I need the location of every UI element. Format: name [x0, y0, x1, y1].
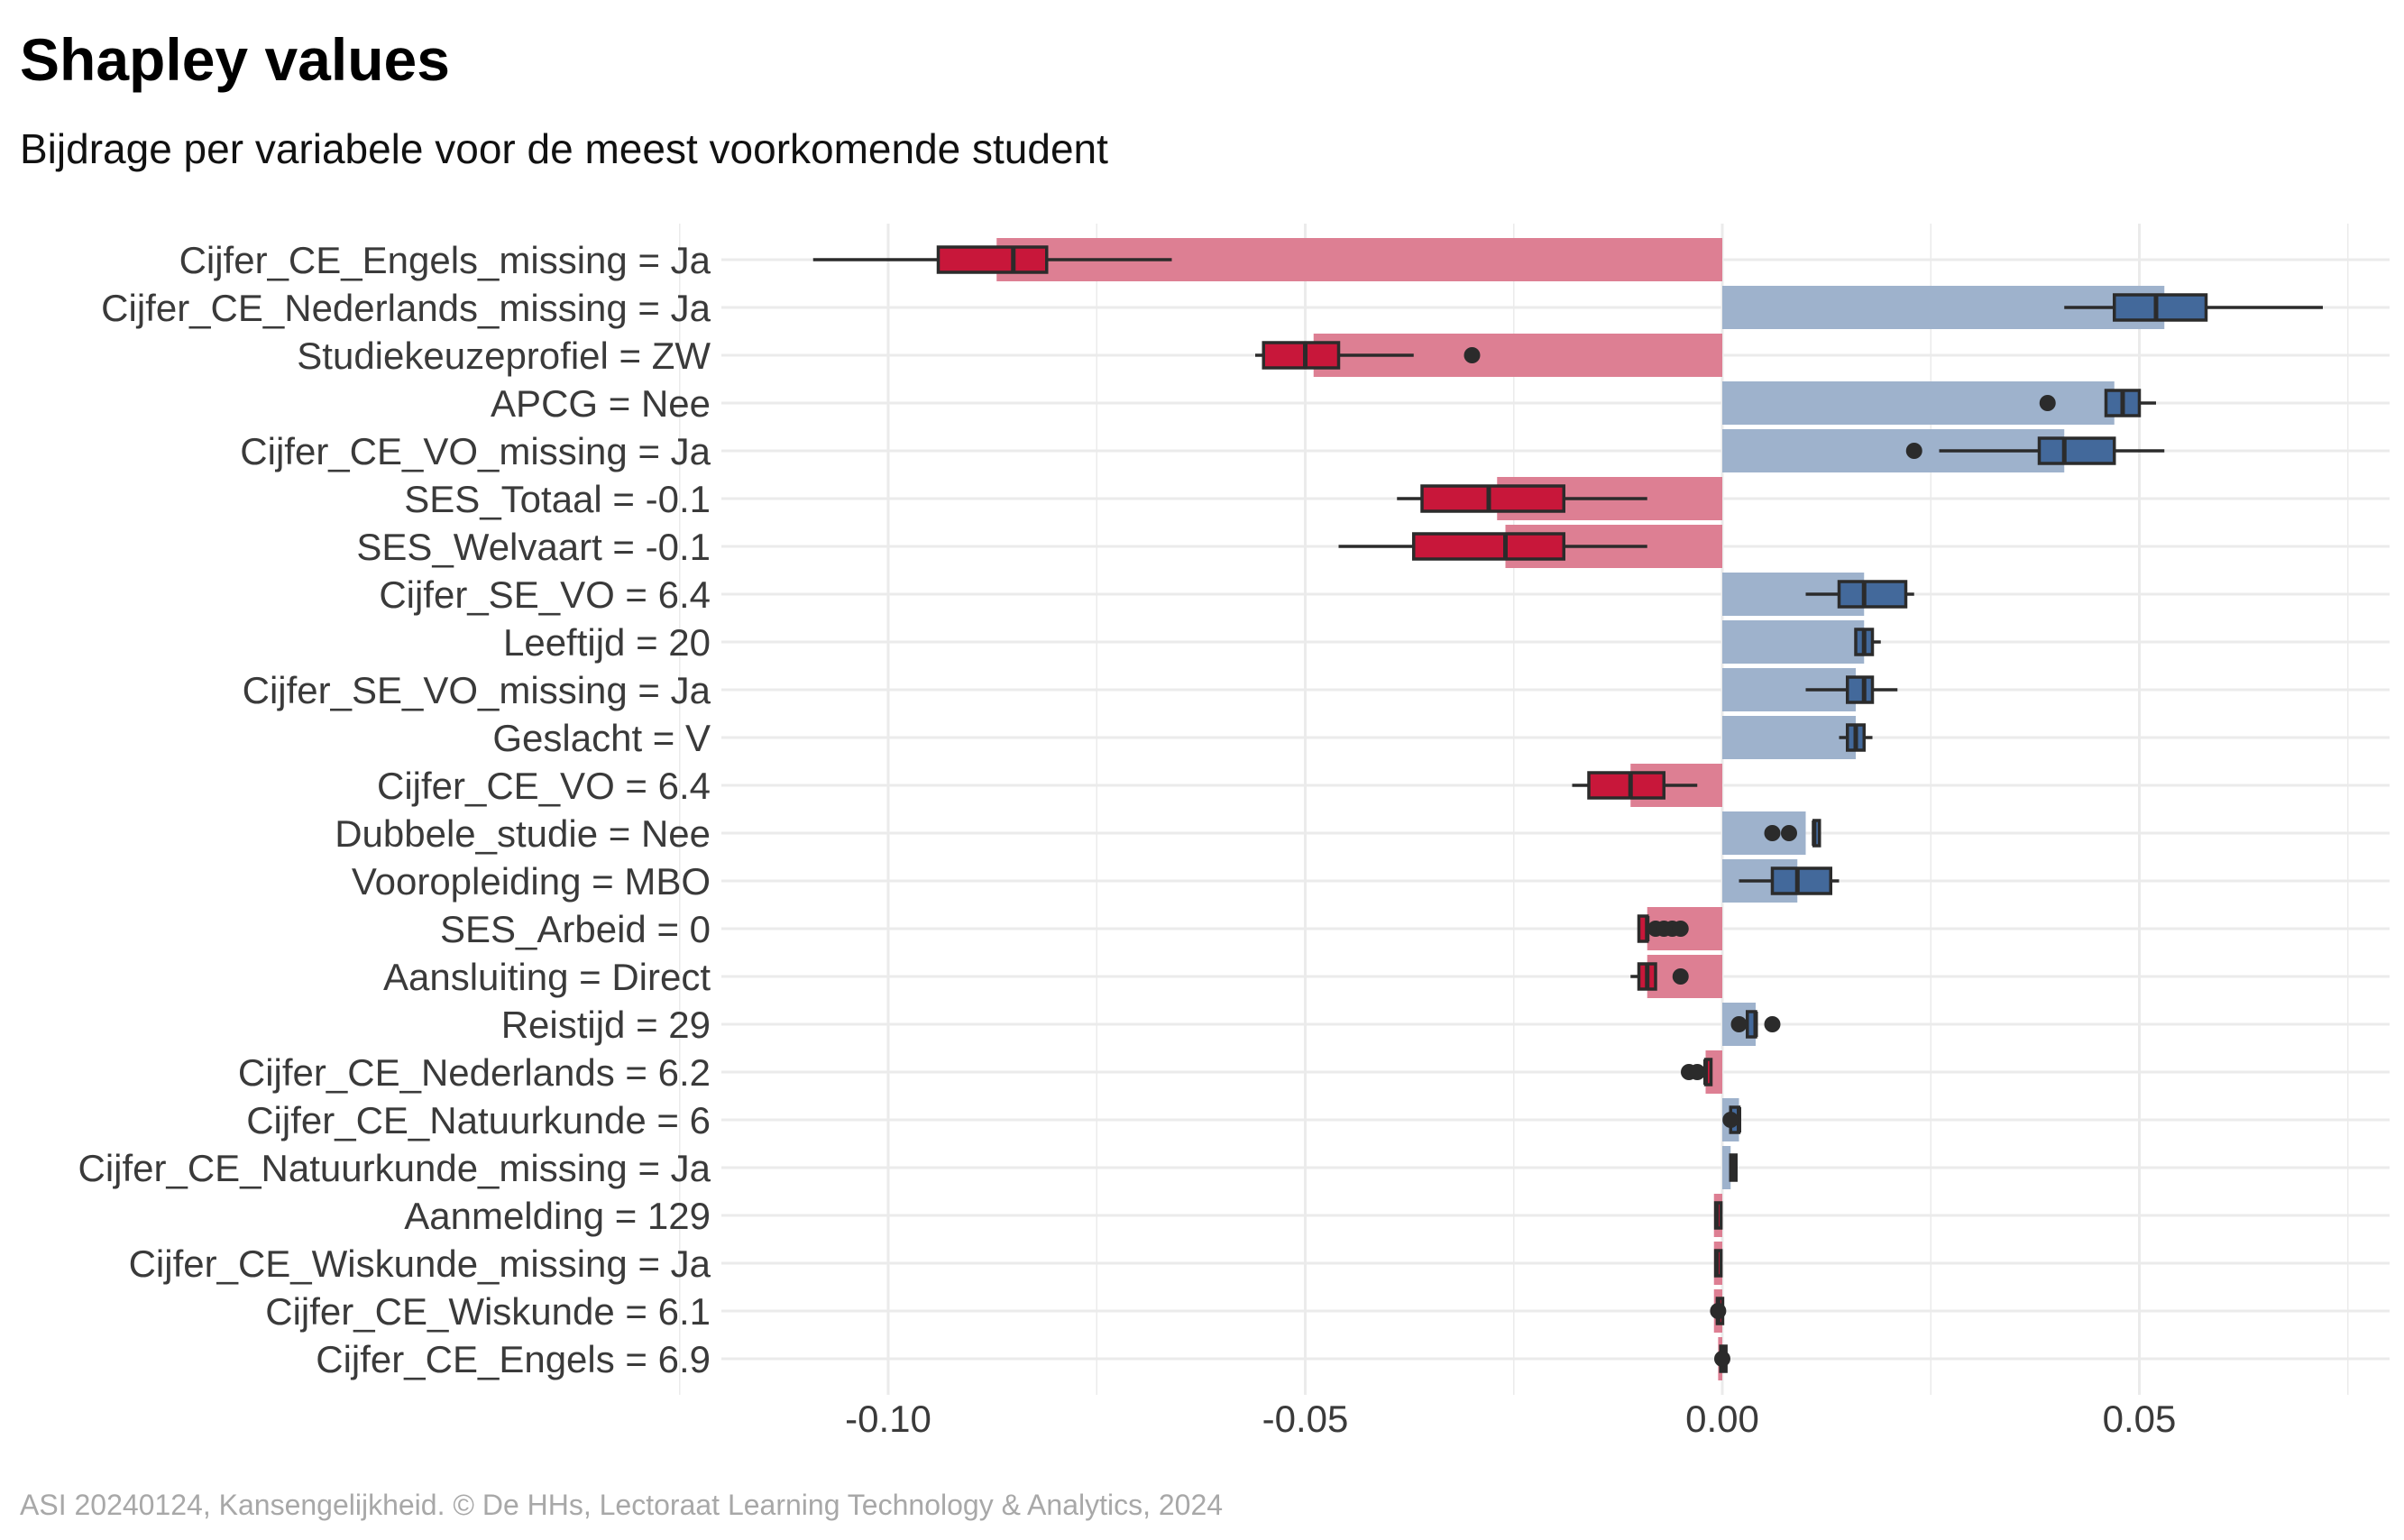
x-axis-labels: -0.10 -0.05 0.00 0.05	[845, 1398, 2176, 1440]
y-label-5: Cijfer_CE_VO_missing = Ja	[240, 430, 711, 472]
bar-11	[1722, 716, 1856, 759]
box-layer	[812, 245, 2323, 1373]
chart-caption: ASI 20240124, Kansengelijkheid. © De HHs…	[20, 1489, 1224, 1521]
y-label-15: SES_Arbeid = 0	[440, 908, 711, 950]
box-1	[936, 245, 1049, 274]
y-label-12: Cijfer_CE_VO = 6.4	[377, 765, 711, 807]
y-label-6: SES_Totaal = -0.1	[404, 478, 711, 520]
box-12	[1587, 771, 1665, 800]
bar-layer	[996, 238, 2165, 1380]
y-label-17: Reistijd = 29	[501, 1004, 711, 1046]
bar-9	[1722, 620, 1865, 664]
y-label-1: Cijfer_CE_Engels_missing = Ja	[179, 239, 711, 281]
outlier-point	[1905, 443, 1922, 459]
x-tick-label: 0.05	[2103, 1398, 2177, 1440]
box-5	[2037, 436, 2116, 465]
y-label-23: Cijfer_CE_Wiskunde = 6.1	[265, 1290, 711, 1333]
y-label-24: Cijfer_CE_Engels = 6.9	[316, 1338, 711, 1380]
y-label-21: Aanmelding = 129	[404, 1195, 711, 1237]
y-label-2: Cijfer_CE_Nederlands_missing = Ja	[101, 287, 711, 329]
box-3	[1262, 341, 1341, 370]
y-label-22: Cijfer_CE_Wiskunde_missing = Ja	[129, 1242, 711, 1285]
y-label-18: Cijfer_CE_Nederlands = 6.2	[238, 1051, 711, 1094]
x-tick-label: 0.00	[1685, 1398, 1759, 1440]
y-axis-labels: Cijfer_CE_Engels_missing = Ja Cijfer_CE_N…	[78, 239, 711, 1380]
box-7	[1412, 532, 1565, 561]
y-label-11: Geslacht = V	[492, 717, 711, 759]
bar-20	[1722, 1146, 1731, 1189]
chart-subtitle: Bijdrage per variabele voor de meest voo…	[20, 125, 1108, 172]
x-tick-label: -0.10	[845, 1398, 931, 1440]
outlier-point	[1722, 1112, 1739, 1128]
y-label-10: Cijfer_SE_VO_missing = Ja	[243, 669, 711, 711]
y-label-16: Aansluiting = Direct	[383, 956, 711, 998]
outlier-point	[2039, 395, 2056, 411]
outlier-point	[1464, 347, 1481, 363]
outlier-point	[1764, 1016, 1781, 1032]
outlier-point	[1730, 1016, 1748, 1032]
y-label-9: Leeftijd = 20	[503, 621, 711, 664]
x-tick-label: -0.05	[1262, 1398, 1349, 1440]
y-label-19: Cijfer_CE_Natuurkunde = 6	[246, 1099, 711, 1141]
y-label-7: SES_Welvaart = -0.1	[356, 526, 711, 568]
outlier-point	[1710, 1303, 1727, 1319]
box-14	[1770, 866, 1832, 895]
outlier-point	[1689, 1064, 1706, 1080]
outlier-point	[1764, 825, 1781, 841]
box-10	[1846, 675, 1875, 704]
outlier-point	[1672, 921, 1689, 937]
y-label-4: APCG = Nee	[491, 382, 711, 425]
box-2	[2113, 293, 2208, 322]
outlier-point	[1672, 968, 1689, 985]
y-label-20: Cijfer_CE_Natuurkunde_missing = Ja	[78, 1147, 711, 1189]
y-label-3: Studiekeuzeprofiel = ZW	[297, 335, 711, 377]
y-label-13: Dubbele_studie = Nee	[335, 812, 711, 855]
box-6	[1420, 484, 1565, 513]
chart-title: Shapley values	[20, 26, 450, 93]
outlier-point	[1714, 1351, 1730, 1367]
y-label-14: Vooropleiding = MBO	[352, 860, 711, 903]
outlier-point	[1781, 825, 1797, 841]
box-8	[1837, 580, 1908, 609]
y-label-8: Cijfer_SE_VO = 6.4	[379, 573, 711, 616]
